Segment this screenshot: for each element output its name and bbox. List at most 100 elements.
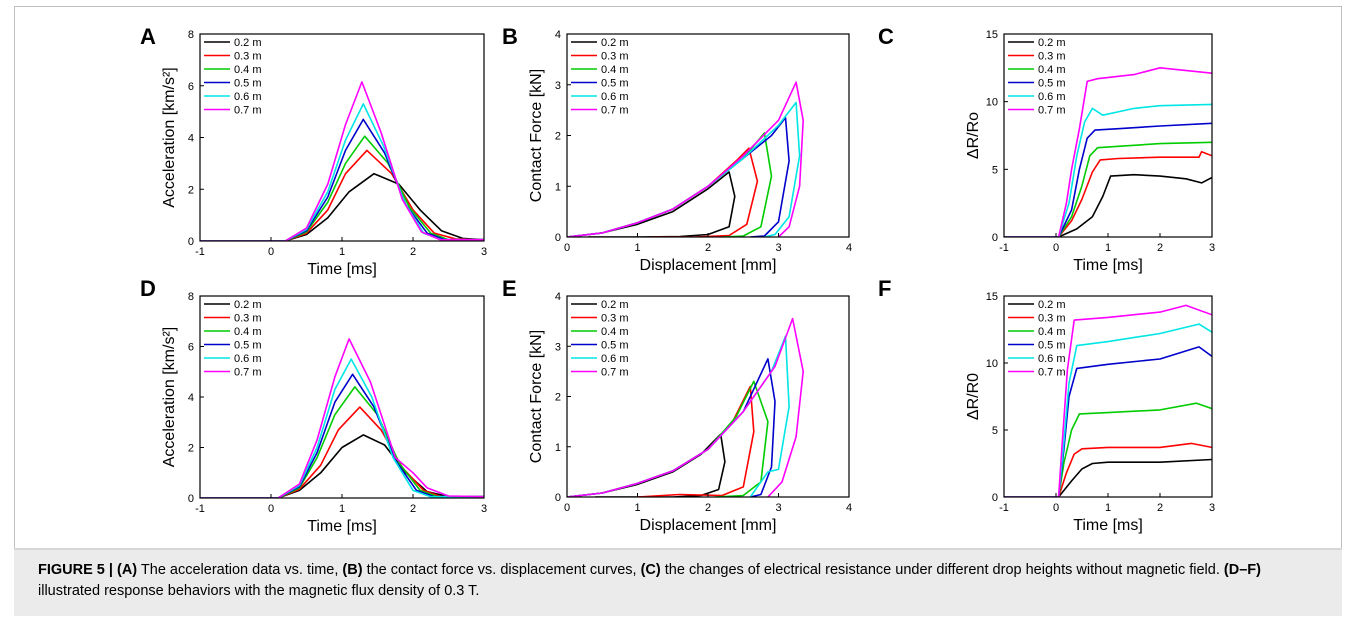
y-tick-label-b-1: 1 xyxy=(555,181,561,193)
legend-label-c-2: 0.4 m xyxy=(1038,64,1066,76)
series-line-f-1 xyxy=(1004,442,1212,497)
legend-label-e-3: 0.5 m xyxy=(601,340,629,352)
x-tick-label-f-0: -1 xyxy=(999,502,1009,514)
legend-label-c-1: 0.3 m xyxy=(1038,51,1066,63)
x-axis-label-d: Time [ms] xyxy=(307,518,377,535)
y-tick-label-b-4: 4 xyxy=(555,29,561,41)
axes-frame-c xyxy=(1003,33,1213,238)
x-tick-label-f-2: 1 xyxy=(1105,502,1111,514)
figure-caption: FIGURE 5 | (A) The acceleration data vs.… xyxy=(14,548,1342,616)
series-line-f-4 xyxy=(1004,323,1212,497)
series-line-b-5 xyxy=(567,81,804,237)
y-tick-label-f-0: 0 xyxy=(992,492,998,504)
legend-label-f-4: 0.6 m xyxy=(1038,353,1066,365)
y-tick-label-a-4: 8 xyxy=(188,29,194,41)
panel-label-b: B xyxy=(502,24,518,49)
x-tick-label-c-2: 1 xyxy=(1105,242,1111,254)
legend-label-e-1: 0.3 m xyxy=(601,313,629,325)
legend-label-e-2: 0.4 m xyxy=(601,326,629,338)
legend-label-c-3: 0.5 m xyxy=(1038,78,1066,90)
x-tick-label-c-0: -1 xyxy=(999,242,1009,254)
x-axis-label-b: Displacement [mm] xyxy=(640,257,777,274)
series-line-c-3 xyxy=(1004,122,1212,237)
series-line-f-2 xyxy=(1004,402,1212,497)
x-tick-label-e-0: 0 xyxy=(564,502,570,514)
legend-label-d-4: 0.6 m xyxy=(234,353,262,365)
y-tick-label-a-3: 6 xyxy=(188,81,194,93)
y-axis-label-c: ΔR/Ro xyxy=(965,112,982,159)
y-tick-label-d-2: 4 xyxy=(188,392,194,404)
series-line-f-5 xyxy=(1004,304,1212,497)
caption-part-2-bold: (C) xyxy=(640,562,661,578)
y-tick-label-b-0: 0 xyxy=(555,232,561,244)
panel-label-e: E xyxy=(502,276,517,301)
legend-label-b-5: 0.7 m xyxy=(601,105,629,117)
y-axis-label-e: Contact Force [kN] xyxy=(528,330,545,463)
series-line-c-4 xyxy=(1004,103,1212,237)
series-line-b-1 xyxy=(567,147,759,237)
panel-label-f: F xyxy=(878,276,891,301)
y-tick-label-d-0: 0 xyxy=(188,493,194,505)
legend-label-e-0: 0.2 m xyxy=(601,299,629,311)
legend-label-b-2: 0.4 m xyxy=(601,64,629,76)
series-line-c-5 xyxy=(1004,67,1212,237)
x-tick-label-d-3: 2 xyxy=(410,503,416,515)
series-line-a-5 xyxy=(200,81,484,241)
y-tick-label-c-3: 15 xyxy=(986,29,998,41)
caption-part-0-bold: (A) xyxy=(117,562,138,578)
y-axis-label-a: Acceleration [km/s²] xyxy=(161,67,178,207)
x-tick-label-a-3: 2 xyxy=(410,246,416,258)
legend-label-d-3: 0.5 m xyxy=(234,340,262,352)
legend-label-b-1: 0.3 m xyxy=(601,51,629,63)
series-line-b-2 xyxy=(567,132,773,237)
legend-label-c-4: 0.6 m xyxy=(1038,91,1066,103)
y-tick-label-d-3: 6 xyxy=(188,342,194,354)
legend-label-a-0: 0.2 m xyxy=(234,37,262,49)
y-tick-label-e-3: 3 xyxy=(555,341,561,353)
series-line-c-0 xyxy=(1004,173,1212,237)
x-tick-label-a-0: -1 xyxy=(195,246,205,258)
legend-label-d-0: 0.2 m xyxy=(234,299,262,311)
panel-label-d: D xyxy=(140,276,156,301)
x-tick-label-a-4: 3 xyxy=(481,246,487,258)
y-tick-label-c-2: 10 xyxy=(986,97,998,109)
series-line-e-0 xyxy=(567,433,726,497)
x-axis-label-c: Time [ms] xyxy=(1073,257,1143,274)
y-tick-label-d-1: 2 xyxy=(188,443,194,455)
x-tick-label-d-2: 1 xyxy=(339,503,345,515)
legend-label-a-2: 0.4 m xyxy=(234,64,262,76)
legend-label-f-2: 0.4 m xyxy=(1038,326,1066,338)
y-tick-label-d-4: 8 xyxy=(188,291,194,303)
legend-label-f-1: 0.3 m xyxy=(1038,313,1066,325)
x-tick-label-b-1: 1 xyxy=(634,242,640,254)
x-tick-label-d-4: 3 xyxy=(481,503,487,515)
legend-label-b-3: 0.5 m xyxy=(601,78,629,90)
x-tick-label-c-1: 0 xyxy=(1053,242,1059,254)
legend-label-f-0: 0.2 m xyxy=(1038,299,1066,311)
series-line-d-4 xyxy=(200,358,484,498)
x-tick-label-d-1: 0 xyxy=(268,503,274,515)
y-tick-label-c-0: 0 xyxy=(992,232,998,244)
legend-label-c-0: 0.2 m xyxy=(1038,37,1066,49)
y-tick-label-a-0: 0 xyxy=(188,236,194,248)
series-line-f-3 xyxy=(1004,346,1212,497)
y-tick-label-b-3: 3 xyxy=(555,80,561,92)
legend-label-c-5: 0.7 m xyxy=(1038,105,1066,117)
x-tick-label-f-3: 2 xyxy=(1157,502,1163,514)
legend-label-a-5: 0.7 m xyxy=(234,105,262,117)
panel-e: E 0 1 2 3 4 0 1 2 3 4 Displacement [mm] Contact Forc… xyxy=(502,276,852,534)
x-tick-label-b-3: 3 xyxy=(775,242,781,254)
legend-label-a-4: 0.6 m xyxy=(234,91,262,103)
series-line-e-3 xyxy=(567,358,776,497)
caption-part-1-bold: (B) xyxy=(342,562,363,578)
x-axis-label-a: Time [ms] xyxy=(307,261,377,278)
panel-label-a: A xyxy=(140,24,156,49)
y-tick-label-f-2: 10 xyxy=(986,358,998,370)
x-tick-label-f-1: 0 xyxy=(1053,502,1059,514)
legend-label-a-3: 0.5 m xyxy=(234,78,262,90)
caption-label: FIGURE 5 | xyxy=(38,562,113,578)
caption-part-1-text: the contact force vs. displacement curve… xyxy=(362,562,641,578)
x-tick-label-e-3: 3 xyxy=(775,502,781,514)
